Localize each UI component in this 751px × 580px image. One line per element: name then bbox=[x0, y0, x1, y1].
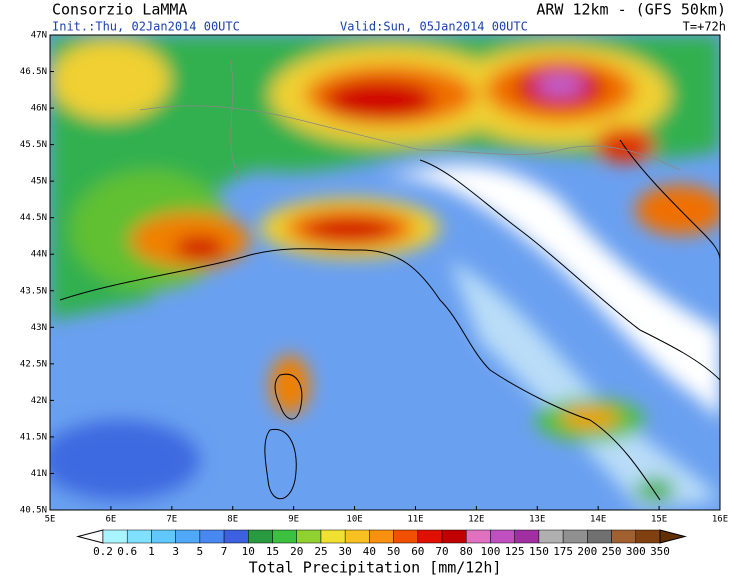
colorbar-label: 125 bbox=[505, 545, 525, 558]
colorbar-label: 40 bbox=[363, 545, 376, 558]
colorbar-cell bbox=[514, 529, 540, 544]
colorbar-label: 250 bbox=[602, 545, 622, 558]
map-frame bbox=[49, 34, 721, 511]
colorbar-cell bbox=[199, 529, 225, 544]
colorbar-cell bbox=[223, 529, 249, 544]
colorbar-label: 1 bbox=[148, 545, 155, 558]
colorbar-label: 150 bbox=[529, 545, 549, 558]
colorbar-label: 10 bbox=[242, 545, 255, 558]
colorbar-cell bbox=[490, 529, 515, 544]
colorbar-cell bbox=[126, 529, 152, 544]
colorbar-cell bbox=[175, 529, 201, 544]
colorbar-cell bbox=[587, 529, 612, 544]
lat-label: 45.5N bbox=[20, 140, 47, 150]
colorbar-cell bbox=[393, 529, 419, 544]
lat-label: 42.5N bbox=[20, 359, 47, 369]
lon-label: 9E bbox=[288, 515, 299, 525]
colorbar-label: 25 bbox=[314, 545, 327, 558]
title: Consorzio LaMMA bbox=[52, 1, 187, 19]
colorbar-cell bbox=[635, 529, 661, 544]
colorbar-cell bbox=[441, 529, 467, 544]
colorbar-cell bbox=[151, 529, 176, 544]
colorbar-cell bbox=[466, 529, 491, 544]
colorbar-cell bbox=[272, 529, 297, 544]
colorbar-label: 0.6 bbox=[117, 545, 137, 558]
colorbar-title: Total Precipitation [mm/12h] bbox=[249, 559, 502, 577]
lon-label: 14E bbox=[590, 515, 606, 525]
lon-label: 16E bbox=[712, 515, 728, 525]
precip-field bbox=[50, 35, 720, 510]
lon-label: 15E bbox=[651, 515, 667, 525]
colorbar-label: 70 bbox=[435, 545, 448, 558]
lon-label: 6E bbox=[105, 515, 116, 525]
lon-label: 7E bbox=[166, 515, 177, 525]
colorbar-label: 20 bbox=[290, 545, 303, 558]
lon-label: 5E bbox=[45, 515, 56, 525]
colorbar-label: 15 bbox=[266, 545, 279, 558]
coastline bbox=[59, 139, 720, 501]
lon-label: 11E bbox=[407, 515, 423, 525]
colorbar-label: 175 bbox=[553, 545, 573, 558]
colorbar-cell bbox=[320, 529, 346, 544]
colorbar-label: 50 bbox=[387, 545, 400, 558]
lon-label: 13E bbox=[529, 515, 545, 525]
colorbar-cell bbox=[562, 529, 588, 544]
lon-label: 8E bbox=[227, 515, 238, 525]
colorbar-label: 60 bbox=[411, 545, 424, 558]
colorbar-label: 80 bbox=[460, 545, 473, 558]
colorbar-label: 200 bbox=[577, 545, 597, 558]
colorbar-cell bbox=[611, 529, 637, 544]
lat-label: 44.5N bbox=[20, 213, 47, 223]
colorbar-cell bbox=[369, 529, 394, 544]
init: Init.:Thu, 02Jan2014 00UTC bbox=[52, 20, 240, 34]
colorbar-cell bbox=[296, 529, 322, 544]
colorbar-label: 100 bbox=[481, 545, 501, 558]
lead-time: T=+72h bbox=[683, 20, 726, 34]
colorbar-low bbox=[76, 529, 104, 544]
lat-label: 47N bbox=[31, 31, 47, 41]
lat-label: 46.5N bbox=[20, 67, 47, 77]
axes: 47N 46.5N 46N 45.5N 45N 44.5N 44N 43.5N 43N 42.5N… bbox=[20, 31, 728, 525]
lat-label: 43N bbox=[31, 323, 47, 333]
lat-label: 41.5N bbox=[20, 432, 47, 442]
lat-label: 41N bbox=[31, 469, 47, 479]
colorbar-cell bbox=[417, 529, 443, 544]
colorbar-cell bbox=[538, 529, 564, 544]
lat-label: 42N bbox=[31, 396, 47, 406]
borders bbox=[139, 59, 681, 181]
lat-label: 46N bbox=[31, 104, 47, 114]
colorbar: 0.2 0.6 1 3 5 7 10 15 20 25 30 40 50 60 70 80 100 125 150 1… bbox=[76, 529, 687, 558]
colorbar-cell bbox=[102, 529, 128, 544]
colorbar-cell bbox=[248, 529, 273, 544]
lon-label: 10E bbox=[346, 515, 362, 525]
colorbar-label: 300 bbox=[626, 545, 646, 558]
lat-label: 40.5N bbox=[20, 506, 47, 516]
valid: Valid:Sun, 05Jan2014 00UTC bbox=[340, 20, 528, 34]
colorbar-label: 30 bbox=[339, 545, 352, 558]
lat-label: 44N bbox=[31, 250, 47, 260]
colorbar-label: 5 bbox=[197, 545, 204, 558]
colorbar-cell bbox=[344, 529, 370, 544]
lat-label: 43.5N bbox=[20, 286, 47, 296]
model: ARW 12km - (GFS 50km) bbox=[536, 1, 726, 19]
colorbar-label: 3 bbox=[172, 545, 179, 558]
colorbar-label: 0.2 bbox=[93, 545, 113, 558]
lat-label: 45N bbox=[31, 177, 47, 187]
colorbar-label: 7 bbox=[221, 545, 228, 558]
colorbar-label: 350 bbox=[650, 545, 670, 558]
lon-label: 12E bbox=[468, 515, 484, 525]
colorbar-high bbox=[659, 529, 687, 544]
